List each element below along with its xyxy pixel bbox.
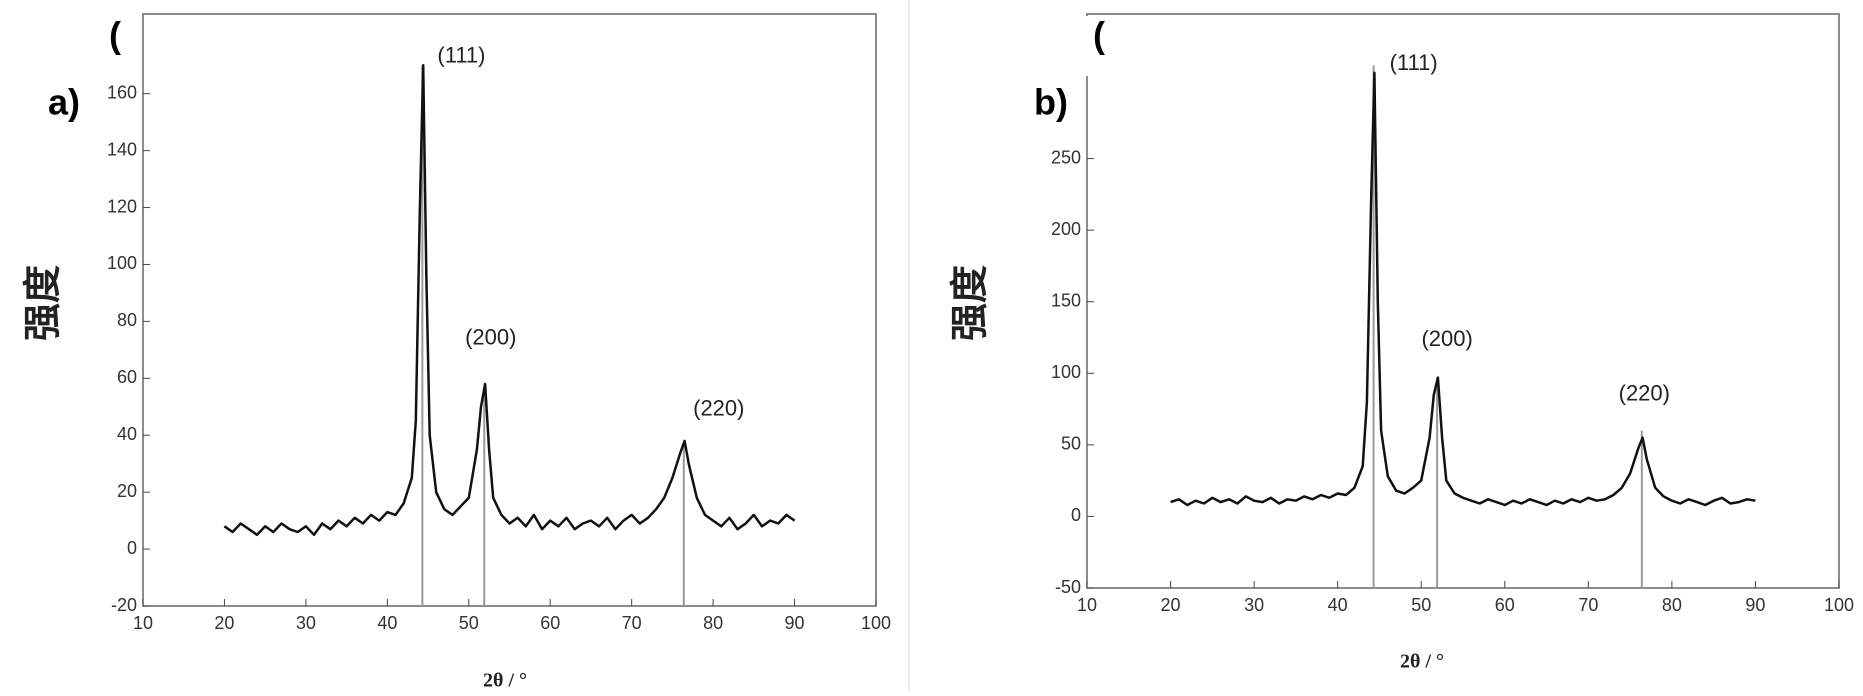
- y-tick-label: 250: [1051, 147, 1081, 167]
- panel-prefix: (: [109, 15, 121, 56]
- y-tick-label: 100: [1051, 362, 1081, 382]
- y-axis-label: 强度: [21, 265, 65, 341]
- x-tick-label: 30: [1244, 595, 1264, 615]
- y-tick-label: -20: [111, 595, 137, 615]
- x-tick-label: 50: [459, 613, 479, 633]
- y-tick-label: -50: [1055, 577, 1081, 597]
- data-line: [223, 63, 796, 537]
- x-tick-label: 20: [214, 613, 234, 633]
- x-tick-label: 10: [133, 613, 153, 633]
- y-tick-label: 140: [107, 139, 137, 159]
- x-tick-label: 90: [1745, 595, 1765, 615]
- panel-label: b): [1034, 82, 1068, 123]
- data-line: [1170, 71, 1756, 507]
- y-tick-label: 60: [117, 367, 137, 387]
- plot-frame: [142, 13, 877, 607]
- y-tick-label: 150: [1051, 290, 1081, 310]
- x-tick-label: 50: [1411, 595, 1431, 615]
- y-tick-label: 160: [107, 82, 137, 102]
- y-tick-label: 80: [117, 310, 137, 330]
- y-axis-label: 强度: [948, 265, 992, 341]
- peak-label: (220): [693, 395, 744, 420]
- y-tick-label: 0: [127, 538, 137, 558]
- panel-label: a): [48, 82, 80, 123]
- x-tick-label: 100: [1824, 595, 1854, 615]
- x-tick-label: 100: [861, 613, 891, 633]
- x-axis-label: 2θ / °: [1400, 651, 1444, 673]
- y-tick-label: 100: [107, 253, 137, 273]
- y-tick-label: 20: [117, 481, 137, 501]
- plot-frame: [1086, 13, 1840, 589]
- label-mask: [1083, 16, 1141, 76]
- x-tick-label: 60: [540, 613, 560, 633]
- peak-label: (200): [1421, 326, 1472, 351]
- peak-label: (111): [437, 43, 485, 68]
- panel-prefix: (: [1093, 15, 1105, 56]
- x-tick-label: 90: [785, 613, 805, 633]
- y-tick-label: 120: [107, 196, 137, 216]
- peak-label: (200): [465, 324, 516, 349]
- x-tick-label: 30: [296, 613, 316, 633]
- peak-label: (220): [1619, 381, 1670, 406]
- x-tick-label: 80: [1662, 595, 1682, 615]
- y-tick-label: 0: [1071, 505, 1081, 525]
- x-tick-label: 70: [622, 613, 642, 633]
- y-tick-label: 50: [1061, 434, 1081, 454]
- y-tick-label: 200: [1051, 219, 1081, 239]
- x-tick-label: 20: [1161, 595, 1181, 615]
- x-tick-label: 40: [377, 613, 397, 633]
- x-tick-label: 60: [1495, 595, 1515, 615]
- peak-label: (111): [1390, 50, 1438, 75]
- x-tick-label: 10: [1077, 595, 1097, 615]
- x-tick-label: 80: [703, 613, 723, 633]
- x-axis-label: 2θ / °: [483, 670, 527, 691]
- x-tick-label: 70: [1578, 595, 1598, 615]
- y-tick-label: 40: [117, 424, 137, 444]
- x-tick-label: 40: [1328, 595, 1348, 615]
